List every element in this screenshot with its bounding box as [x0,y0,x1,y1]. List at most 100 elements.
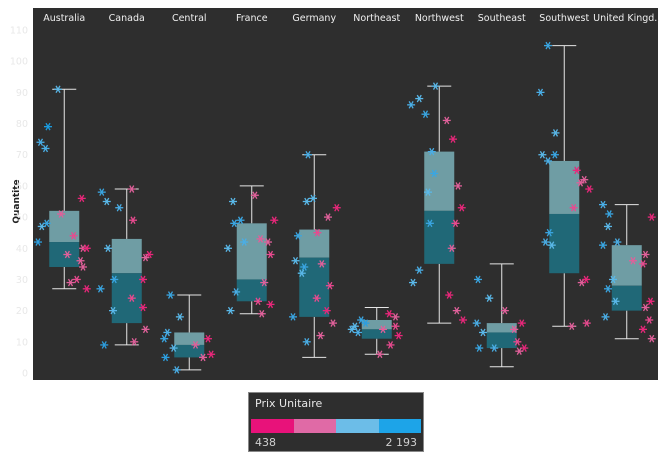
box-lower [486,332,517,349]
data-point [82,244,91,253]
y-axis-label: Quantite [12,179,22,223]
y-tick-label: 40 [16,244,28,255]
data-point [442,116,451,125]
data-point [294,232,302,240]
data-point [350,322,359,331]
data-point [72,275,81,284]
y-tick-label: 70 [16,150,28,161]
data-point [172,366,181,374]
data-point [599,200,607,209]
category-label: Australia [43,13,85,24]
data-point [316,331,325,340]
box-lower [236,279,267,302]
y-tick-label: 90 [16,88,28,99]
data-point [641,250,650,259]
category-label: Northeast [353,13,400,24]
data-point [266,250,275,259]
data-point [639,260,647,268]
data-point [567,322,576,331]
category-label: Germany [292,13,336,24]
data-point [513,338,522,346]
data-point [109,306,117,315]
data-point [447,244,456,253]
data-point [232,288,241,296]
data-point [601,313,610,321]
data-point [54,85,62,94]
y-tick-label: 60 [16,181,28,192]
data-point [139,303,147,312]
data-point [424,188,432,196]
box-lower [111,273,142,324]
data-point [36,138,45,147]
data-point [166,291,175,299]
data-point [127,185,136,193]
legend-max-label: 2 193 [385,436,418,449]
data-point [550,150,559,159]
data-point [175,313,184,321]
data-point [425,219,434,228]
data-point [270,216,279,224]
box-lower [424,210,455,264]
data-point [544,41,552,50]
data-point [485,294,494,302]
box-upper [299,229,330,258]
data-point [647,334,656,343]
data-point [479,328,487,337]
legend-min-label: 438 [255,436,276,449]
legend-swatch-2 [293,419,336,433]
data-point [236,216,245,224]
data-point [110,275,119,284]
data-point [297,269,306,278]
data-point [224,244,232,253]
data-point [609,275,617,284]
data-point [329,319,337,327]
data-point [199,353,207,362]
data-point [646,297,655,306]
data-point [191,341,200,349]
data-point [309,194,317,203]
data-point [226,306,235,315]
data-point [302,197,311,206]
data-point [517,319,526,327]
box-lower [549,213,580,274]
data-point [375,350,384,359]
data-point [57,210,66,218]
data-point [300,263,309,271]
data-point [431,82,440,90]
data-point [104,244,112,253]
data-point [391,322,400,331]
data-point [454,182,462,190]
data-point [409,278,417,287]
data-point [42,219,51,228]
data-point [361,319,370,327]
data-point [347,325,356,334]
data-point [44,122,52,131]
category-label: Southwest [539,13,589,24]
data-point [317,260,326,268]
data-point [204,334,212,343]
box-upper [111,238,142,274]
data-point [421,110,430,118]
box-lower [174,344,205,358]
legend-swatch-1 [251,419,294,433]
data-point [63,250,72,259]
data-point [139,275,147,284]
legend-swatch-4 [378,419,421,433]
category-label: Central [172,13,207,24]
y-tick-label: 50 [16,213,28,224]
box-upper [236,223,267,280]
data-point [207,350,216,359]
data-point [611,297,620,306]
data-point [130,338,139,346]
data-point [629,256,637,265]
box-lower [361,329,392,339]
data-point [240,238,249,246]
data-point [430,169,439,178]
data-point [641,303,650,312]
data-point [472,319,481,327]
data-point [451,219,460,228]
data-point [510,325,519,334]
data-point [34,238,42,246]
data-point [96,285,105,293]
data-point [538,150,547,159]
